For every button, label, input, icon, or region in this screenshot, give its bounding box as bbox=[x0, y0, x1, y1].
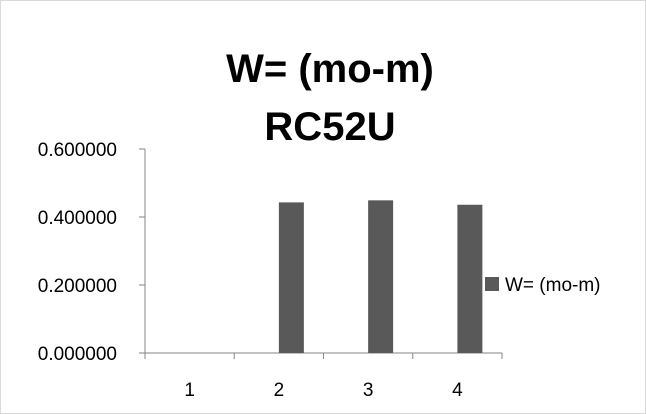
y-tick-label: 0.600000 bbox=[38, 140, 117, 161]
x-tick-label: 4 bbox=[452, 380, 463, 401]
bar bbox=[368, 200, 394, 353]
chart-title-line-1: W= (mo-m) bbox=[226, 47, 434, 91]
legend-label: W= (mo-m) bbox=[505, 275, 601, 296]
y-tick-label: 0.000000 bbox=[38, 344, 117, 365]
bar bbox=[278, 202, 304, 353]
legend: W= (mo-m) bbox=[485, 275, 601, 296]
x-tick-label: 1 bbox=[184, 380, 195, 401]
bar bbox=[457, 204, 483, 353]
y-tick-label: 0.200000 bbox=[38, 276, 117, 297]
chart-title-line-2: RC52U bbox=[264, 105, 395, 149]
axes: 0.000000 0.200000 0.400000 0.600000 1 2 3 4 bbox=[38, 140, 503, 401]
bars bbox=[164, 200, 483, 353]
x-tick-label: 2 bbox=[274, 380, 285, 401]
y-tick-label: 0.400000 bbox=[38, 208, 117, 229]
x-tick-label: 3 bbox=[363, 380, 374, 401]
legend-swatch bbox=[485, 277, 499, 291]
